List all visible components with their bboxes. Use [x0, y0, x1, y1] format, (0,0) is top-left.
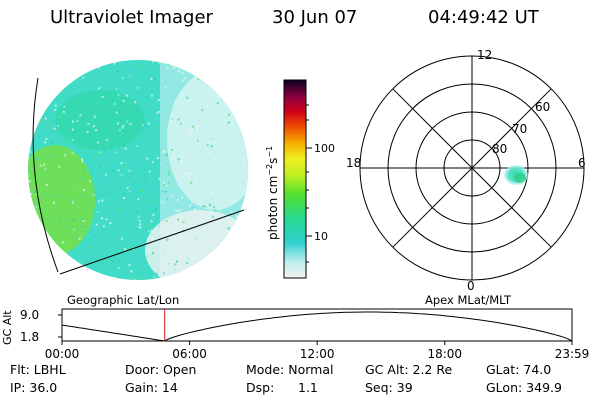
mlt-label-6: 6 [578, 156, 586, 170]
polar-diagonal-2 [392, 88, 552, 248]
x-tick-label: 06:00 [172, 347, 207, 361]
orbit-timeline: 9.0 1.8 GC Alt 00:00 06:00 12:00 18:00 23:59 [1, 308, 589, 361]
mlt-label-0: 0 [467, 279, 475, 293]
disk-low-region [145, 210, 248, 280]
polar-plot: 12 18 6 0 60 70 80 [346, 48, 586, 293]
y-tick-1-8: 1.8 [20, 330, 39, 344]
gain-info: Gain: 14 [125, 380, 178, 395]
mlat-label-80: 80 [492, 142, 507, 156]
y-tick-9: 9.0 [20, 308, 39, 322]
timeline-ylabel: GC Alt [1, 310, 14, 345]
apex-label: Apex MLat/MLT [425, 293, 512, 307]
gc-alt-info: GC Alt: 2.2 Re [365, 362, 453, 377]
mode-info: Mode: Normal [246, 362, 334, 377]
orbit-altitude-curve [61, 311, 573, 342]
dsp-value: 1.1 [298, 380, 318, 395]
latitude-line [59, 209, 245, 275]
ip-info: IP: 36.0 [10, 380, 58, 395]
seq-info: Seq: 39 [365, 380, 413, 395]
uv-disk-image [28, 60, 248, 280]
mlt-label-12: 12 [477, 48, 492, 62]
door-info: Door: Open [125, 362, 197, 377]
glat-info: GLat: 74.0 [486, 362, 552, 377]
mlat-label-70: 70 [512, 122, 527, 136]
glon-info: GLon: 349.9 [486, 380, 562, 395]
time-label: 04:49:42 UT [428, 7, 539, 28]
colorbar-gradient [283, 79, 307, 279]
app-title: Ultraviolet Imager [50, 7, 213, 28]
disk-bright-region [167, 70, 248, 210]
geographic-label: Geographic Lat/Lon [67, 293, 179, 307]
x-tick-label: 00:00 [45, 347, 80, 361]
mlat-label-60: 60 [535, 100, 550, 114]
colorbar: 100 10 photon cm−2s−1 [265, 79, 335, 279]
meridian-line [32, 77, 59, 273]
colorbar-tick-label-100: 100 [314, 142, 335, 155]
date-label: 30 Jun 07 [272, 7, 358, 28]
x-tick-label: 23:59 [555, 347, 590, 361]
flt-info: Flt: LBHL [10, 362, 66, 377]
x-tick-label: 18:00 [427, 347, 462, 361]
colorbar-unit-label: photon cm−2s−1 [265, 146, 280, 240]
x-tick-label: 12:00 [300, 347, 335, 361]
mlt-label-18: 18 [346, 156, 361, 170]
dsp-info: Dsp: [246, 380, 275, 395]
colorbar-tick-label-10: 10 [314, 230, 328, 243]
